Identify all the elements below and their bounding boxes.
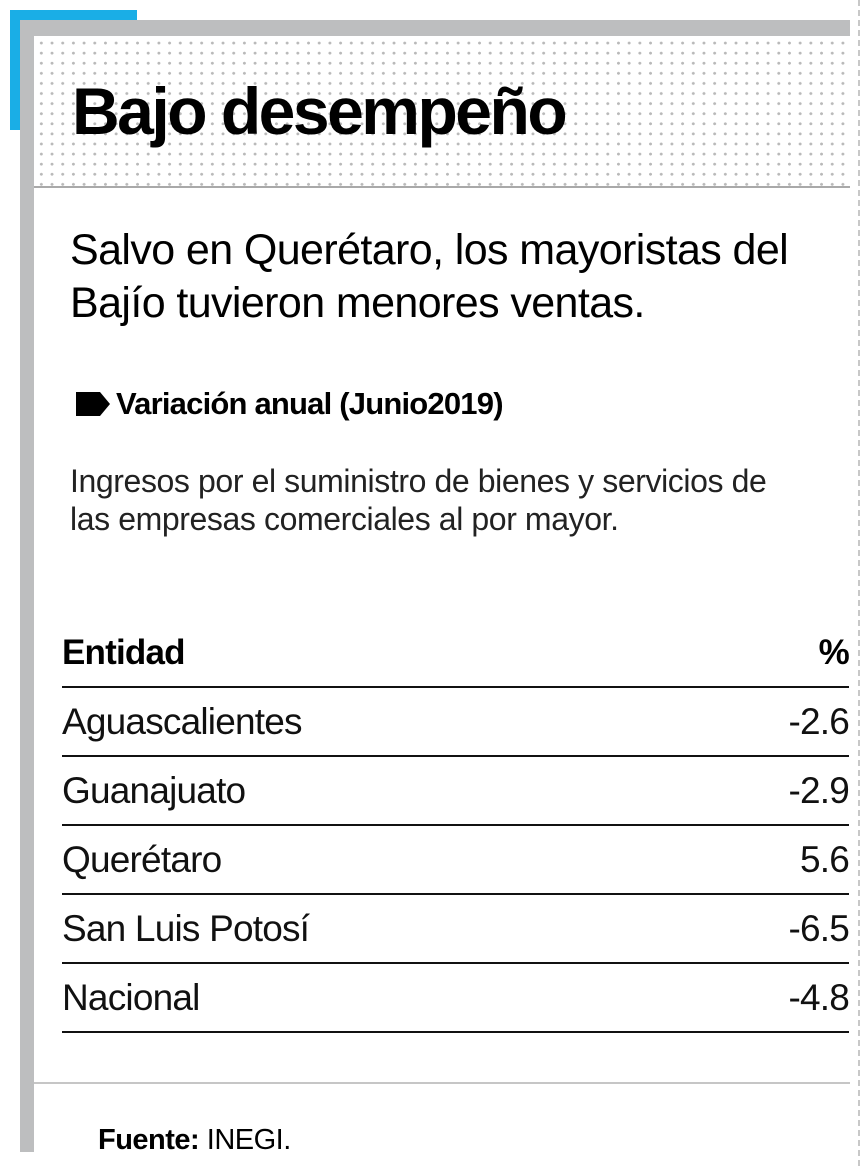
description: Ingresos por el suministro de bienes y s… [70, 463, 767, 537]
section-label-text: Variación anual (Junio2019) [116, 386, 504, 421]
table-row: Aguascalientes -2.6 [62, 687, 850, 757]
source-value: INEGI. [199, 1124, 292, 1156]
entity-cell: Guanajuato [62, 756, 695, 826]
frame-left-bar [20, 20, 34, 1152]
data-table: Entidad % Aguascalientes -2.6 Guanajuato… [62, 620, 850, 1033]
section-label: Variación anual (Junio2019) [76, 386, 504, 422]
footer-divider [34, 1082, 850, 1084]
table-row: Guanajuato -2.9 [62, 756, 850, 826]
title-header-dotted-box [34, 36, 850, 188]
page-title: Bajo desempeño [72, 74, 568, 148]
entity-cell: Querétaro [62, 825, 695, 895]
table-row: Querétaro 5.6 [62, 825, 850, 895]
column-header-percent: % [694, 620, 850, 688]
source-credit: Fuente: INEGI. [98, 1124, 291, 1157]
table-row: San Luis Potosí -6.5 [62, 894, 850, 964]
value-cell: -4.8 [694, 963, 850, 1033]
table-header-row: Entidad % [62, 620, 850, 688]
entity-cell: San Luis Potosí [62, 894, 695, 964]
entity-cell: Aguascalientes [62, 687, 695, 757]
value-cell: -6.5 [694, 894, 850, 964]
subtitle: Salvo en Querétaro, los mayoristas del B… [70, 226, 789, 327]
value-cell: 5.6 [694, 825, 850, 895]
value-cell: -2.9 [694, 756, 850, 826]
right-edge-dashed-line [858, 0, 860, 1170]
frame-top-bar [20, 20, 850, 36]
table-row: Nacional -4.8 [62, 963, 850, 1033]
entity-cell: Nacional [62, 963, 695, 1033]
tag-arrow-icon [76, 392, 110, 416]
column-header-entidad: Entidad [62, 620, 695, 688]
value-cell: -2.6 [694, 687, 850, 757]
source-label: Fuente: [98, 1124, 200, 1156]
